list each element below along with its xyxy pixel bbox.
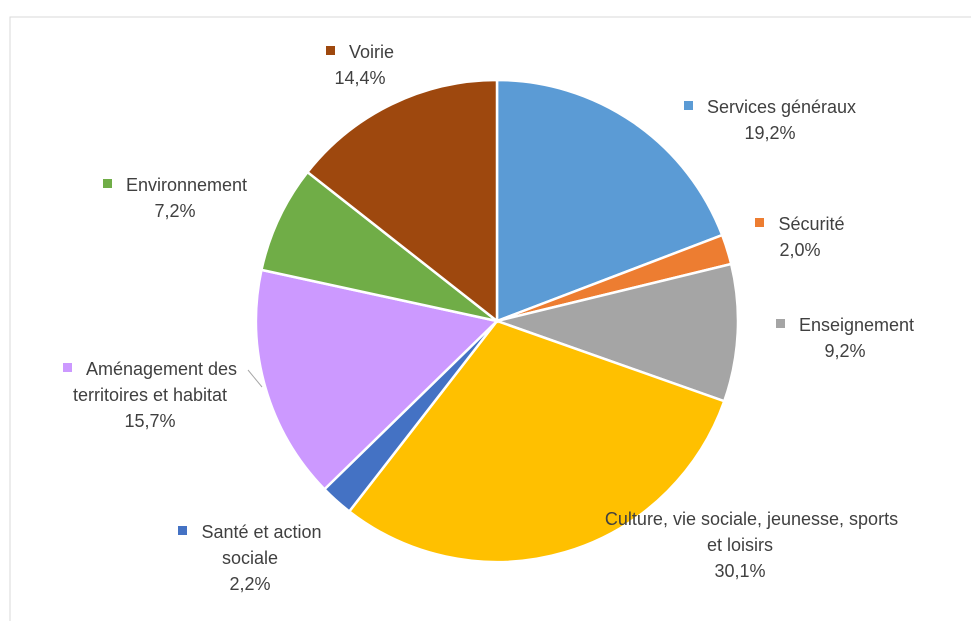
slice-label: Culture, vie sociale, jeunesse, sports e… (580, 506, 900, 584)
category-name: Santé et action sociale (201, 522, 322, 568)
slice-label: Aménagement des territoires et habitat 15… (25, 356, 275, 434)
value-label: 30,1% (714, 561, 766, 581)
legend-swatch (178, 525, 188, 535)
slice-label: Voirie 14,4% (290, 39, 430, 91)
pie-slice (495, 78, 724, 323)
slice-label: Enseignement 9,2% (755, 312, 935, 364)
pie-slice (259, 170, 498, 323)
legend-swatch (102, 178, 112, 188)
slice-label: Sécurité 2,0% (740, 211, 860, 263)
category-name: Voirie (348, 42, 395, 62)
category-name: Enseignement (798, 315, 915, 335)
frame (9, 16, 971, 621)
category-name: Sécurité (778, 214, 845, 234)
legend-swatch (755, 217, 765, 227)
value-label: 7,2% (154, 201, 196, 221)
legend-swatch (581, 512, 591, 522)
value-label: 9,2% (824, 341, 866, 361)
leader-line (247, 369, 263, 388)
value-label: 2,2% (229, 574, 271, 594)
category-name: Aménagement des territoires et habitat (72, 359, 238, 405)
legend-swatch (775, 318, 785, 328)
pie-slice (254, 268, 500, 492)
slice-label: Services généraux 19,2% (640, 94, 900, 146)
category-name: Services généraux (706, 97, 857, 117)
value-label: 15,7% (124, 411, 176, 431)
value-label: 14,4% (334, 68, 386, 88)
slice-label: Santé et action sociale 2,2% (150, 519, 350, 597)
legend-swatch (683, 100, 693, 110)
pie-slice (492, 262, 740, 403)
legend-swatch (62, 362, 72, 372)
category-name: Culture, vie sociale, jeunesse, sports e… (604, 509, 899, 555)
value-label: 19,2% (744, 123, 796, 143)
slice-label: Environnement 7,2% (65, 172, 285, 224)
value-label: 2,0% (779, 240, 821, 260)
pie-slice (347, 319, 726, 564)
pie-slice (305, 78, 499, 324)
legend-swatch (325, 45, 335, 55)
category-name: Environnement (125, 175, 248, 195)
